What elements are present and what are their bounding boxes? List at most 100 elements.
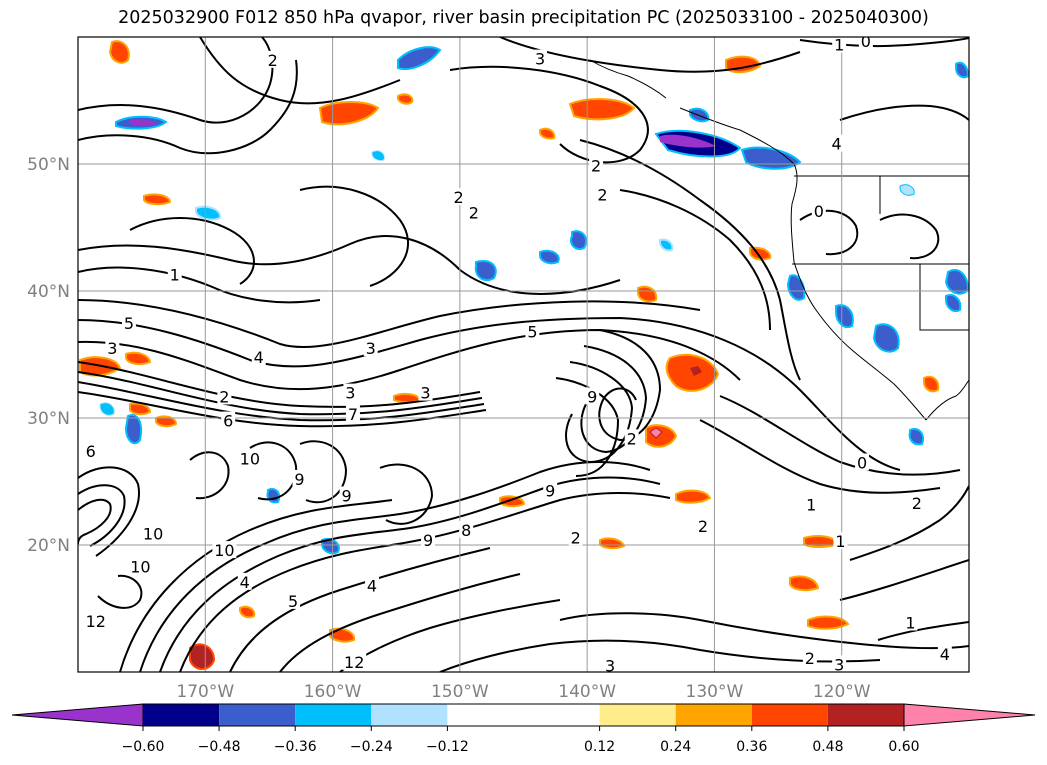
contour-label: 2 xyxy=(627,429,637,448)
colorbar-extend-low xyxy=(11,703,144,727)
contour-label: 10 xyxy=(214,541,234,560)
contour-label: 3 xyxy=(366,339,376,358)
contour-label-bg xyxy=(251,348,266,366)
contour-label: 2 xyxy=(698,517,708,536)
contour-label-bg xyxy=(265,50,280,68)
contour-label-bg xyxy=(121,313,136,331)
contour-label: 12 xyxy=(344,653,364,672)
contour-label: 2 xyxy=(805,649,815,668)
contour-label: 0 xyxy=(857,453,867,472)
contour-label: 1 xyxy=(834,36,844,55)
contour-label-bg xyxy=(237,572,252,590)
colorbar xyxy=(11,703,1036,727)
contour-label-bg xyxy=(339,486,354,504)
contour-label: 3 xyxy=(605,657,615,676)
colorbar-tick-label: 0.36 xyxy=(736,739,767,755)
lon-tick-label: 130°W xyxy=(686,682,744,702)
contour-label: 3 xyxy=(345,384,355,403)
contour-label-bg xyxy=(568,528,583,546)
contour-label-bg xyxy=(221,411,236,429)
contour-label: 2 xyxy=(268,51,278,70)
contour-label: 10 xyxy=(240,450,260,469)
contour-label: 1 xyxy=(170,265,180,284)
contour-label: 2 xyxy=(219,387,229,406)
contour-label: 2 xyxy=(469,203,479,222)
colorbar-segment xyxy=(827,704,904,726)
contour-label-bg xyxy=(286,591,301,609)
contour-label-bg xyxy=(83,612,108,630)
lat-tick-label: 50°N xyxy=(27,155,70,175)
contour-label: 5 xyxy=(124,314,134,333)
contour-label-bg xyxy=(829,134,844,152)
lat-tick-label: 20°N xyxy=(27,536,70,556)
contour-label-bg xyxy=(342,652,367,670)
colorbar-tick-label: −0.60 xyxy=(122,739,165,755)
contour-label: 2 xyxy=(597,185,607,204)
contour-label-bg xyxy=(365,576,380,594)
contour-label-bg xyxy=(345,405,360,423)
contour-label: 3 xyxy=(107,339,117,358)
contour-label-bg xyxy=(909,494,924,512)
lat-tick-label: 30°N xyxy=(27,409,70,429)
colorbar-tick-label: −0.36 xyxy=(274,739,317,755)
contour-label-bg xyxy=(832,37,847,53)
contour-label: 6 xyxy=(223,412,233,431)
contour-label: 2 xyxy=(571,528,581,547)
contour-label-bg xyxy=(858,37,873,49)
contour-label-bg xyxy=(525,322,540,340)
lon-tick-label: 150°W xyxy=(431,682,489,702)
contour-label-bg xyxy=(802,649,817,667)
contour-label: 3 xyxy=(420,384,430,403)
colorbar-segment xyxy=(295,704,372,726)
contour-label-bg xyxy=(343,383,358,401)
contour-label: 7 xyxy=(348,405,358,424)
contour-label-bg xyxy=(533,49,548,67)
colorbar-tick-label: 0.60 xyxy=(888,739,919,755)
contour-label-bg xyxy=(811,201,826,219)
colorbar-extend-high xyxy=(903,703,1036,727)
contour-label: 1 xyxy=(806,495,816,514)
contour-label-bg xyxy=(217,387,232,405)
contour-label-bg xyxy=(363,339,378,357)
colorbar-segment xyxy=(219,704,296,726)
contour-label: 0 xyxy=(814,202,824,221)
contour-label-bg xyxy=(603,656,618,672)
contour-label: 9 xyxy=(423,531,433,550)
colorbar-tick-labels: −0.60 −0.48 −0.36 −0.24 −0.12 0.12 0.24 0.36 0.4… xyxy=(122,726,920,755)
colorbar-tick-label: −0.48 xyxy=(198,739,241,755)
contour-label-bg xyxy=(585,387,600,405)
contour-label-bg xyxy=(421,530,436,548)
map-gridlines xyxy=(78,37,969,672)
lat-tick-label: 40°N xyxy=(27,282,70,302)
contour-label-bg xyxy=(459,520,474,538)
contour-label: 1 xyxy=(835,532,845,551)
contour-label-bg xyxy=(695,516,710,534)
lon-tick-label: 170°W xyxy=(176,682,234,702)
contour-label: 4 xyxy=(940,645,950,664)
contour-label: 8 xyxy=(461,521,471,540)
lon-tick-label: 120°W xyxy=(813,682,871,702)
contour-label-bg xyxy=(167,265,182,283)
contour-label: 4 xyxy=(254,348,264,367)
contour-label: 9 xyxy=(545,481,555,500)
precipitation-pc-fill-layer xyxy=(79,40,969,670)
lon-tick-label: 140°W xyxy=(558,682,616,702)
colorbar-segment xyxy=(447,704,600,726)
contour-label: 5 xyxy=(527,323,537,342)
contour-label: 4 xyxy=(240,573,250,592)
contour-label: 10 xyxy=(143,525,163,544)
contour-label-bg xyxy=(237,449,262,467)
negative-anomaly-blobs xyxy=(99,46,969,555)
chart-title: 2025032900 F012 850 hPa qvapor, river ba… xyxy=(118,8,929,28)
colorbar-tick-label: 0.24 xyxy=(660,739,691,755)
colorbar-segment xyxy=(143,704,220,726)
contour-label-bg xyxy=(212,541,237,559)
contour-label: 12 xyxy=(86,612,106,631)
colorbar-tick-label: −0.24 xyxy=(350,739,393,755)
contour-label-bg xyxy=(832,655,847,672)
colorbar-segment xyxy=(751,704,828,726)
contour-label-bg xyxy=(543,481,558,499)
contour-label-bg xyxy=(418,383,433,401)
